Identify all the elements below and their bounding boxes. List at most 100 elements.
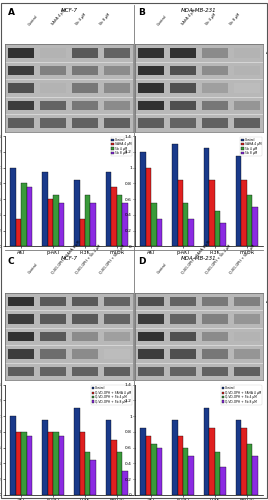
Bar [138,118,164,128]
Bar [8,332,34,342]
Bar [202,100,228,110]
Bar [72,366,98,376]
Bar [188,219,194,246]
Bar [40,100,66,110]
Text: β-actin: β-actin [266,370,268,374]
Bar [178,180,183,246]
Legend: Control, SAHA 4 μM, 5b 4 μM, 5b 8 μM: Control, SAHA 4 μM, 5b 4 μM, 5b 8 μM [111,137,132,156]
Bar [27,188,32,246]
Bar [247,196,252,246]
Bar [236,156,241,246]
Bar [138,349,164,358]
Bar [202,366,228,376]
Bar [204,408,210,495]
Text: D: D [138,256,145,266]
Bar [157,448,162,495]
Text: Control: Control [157,14,168,26]
Bar [104,349,130,358]
Text: 5b 8 μM: 5b 8 μM [229,12,241,26]
Bar [215,452,220,495]
Bar [111,440,117,495]
Text: 5b 8 μM: 5b 8 μM [99,12,111,26]
Bar [72,349,98,358]
Text: Q-VD-OPH + SAHA 4 μM: Q-VD-OPH + SAHA 4 μM [51,240,81,274]
Bar [117,196,122,246]
Bar [220,468,226,495]
Text: mTOR: mTOR [266,352,268,356]
Bar [138,48,164,58]
Bar [170,100,196,110]
Bar [10,416,16,495]
Bar [8,296,34,306]
Text: PI3K: PI3K [266,334,268,338]
Bar [8,349,34,358]
Bar [8,83,34,92]
Bar [157,219,162,246]
Text: β-actin: β-actin [266,121,268,125]
Bar [170,366,196,376]
Bar [210,180,215,246]
Text: Q-VD-OPH + SAHA 4 μM: Q-VD-OPH + SAHA 4 μM [181,240,211,274]
Bar [202,66,228,76]
Bar [40,366,66,376]
Bar [234,118,260,128]
Bar [202,118,228,128]
Bar [40,66,66,76]
Text: Control: Control [27,14,39,26]
Bar [140,152,146,246]
Bar [234,366,260,376]
Bar [140,428,146,495]
Bar [234,66,260,76]
Bar [234,48,260,58]
Bar [85,196,90,246]
Text: 5b 4 μM: 5b 4 μM [205,12,217,26]
Bar [138,296,164,306]
Bar [146,168,151,246]
Text: 5b 4 μM: 5b 4 μM [75,12,87,26]
Bar [58,436,64,495]
Bar [74,408,80,495]
Bar [48,199,53,246]
Bar [234,296,260,306]
Bar [40,83,66,92]
Bar [58,203,64,246]
Bar [72,48,98,58]
Text: mTOR: mTOR [266,104,268,108]
Bar [170,66,196,76]
Bar [80,219,85,246]
Bar [72,118,98,128]
Bar [90,203,96,246]
Bar [8,118,34,128]
Bar [72,66,98,76]
Bar [40,314,66,324]
Bar [247,444,252,495]
Bar [202,83,228,92]
Text: p-AKT: p-AKT [266,317,268,321]
Text: SAHA 4 μM: SAHA 4 μM [181,8,196,26]
Text: Control: Control [157,262,168,274]
Bar [210,428,215,495]
Bar [111,188,117,246]
Bar [188,456,194,495]
Bar [215,211,220,246]
Bar [104,366,130,376]
Text: PI3K: PI3K [266,86,268,90]
Text: MDA-MB-231: MDA-MB-231 [181,256,217,261]
Bar [151,444,157,495]
Bar [170,83,196,92]
Bar [170,296,196,306]
Bar [53,196,58,246]
Bar [53,432,58,495]
Text: B: B [138,8,145,17]
Bar [8,66,34,76]
Bar [74,180,80,246]
Bar [138,314,164,324]
Bar [40,349,66,358]
Bar [117,452,122,495]
Bar [21,184,27,246]
Bar [122,472,128,495]
Bar [146,436,151,495]
Text: MCF-7: MCF-7 [61,8,77,12]
Bar [27,436,32,495]
Bar [8,314,34,324]
